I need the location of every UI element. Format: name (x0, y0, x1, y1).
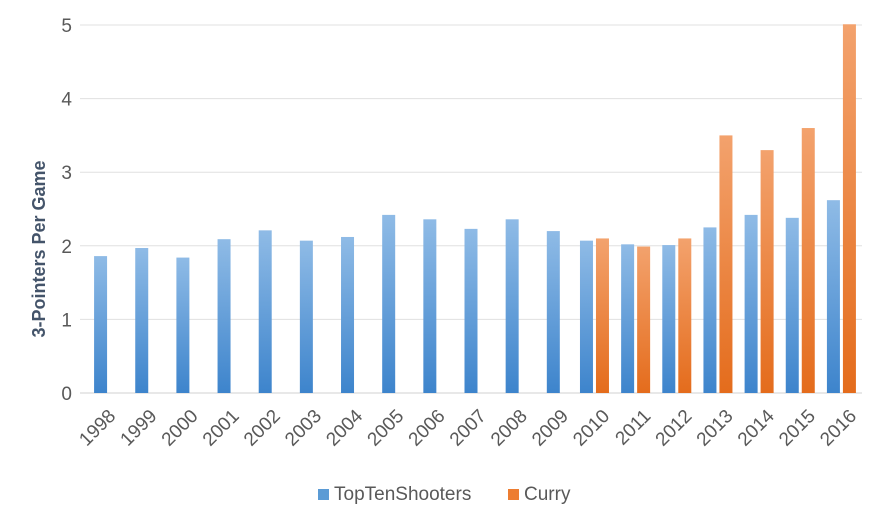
x-tick-label: 1998 (75, 406, 120, 451)
bar-curry-2010 (595, 238, 609, 393)
x-tick-label: 2011 (612, 406, 656, 450)
bar-toptenshooters-1998 (94, 256, 108, 393)
bar-toptenshooters-2000 (176, 257, 190, 393)
x-tick-label: 2003 (281, 406, 326, 451)
x-tick-label: 2008 (487, 406, 532, 451)
x-tick-label: 2009 (528, 406, 573, 451)
bar-toptenshooters-2003 (299, 240, 313, 393)
y-axis-ticks: 0 1 2 3 4 5 (61, 16, 72, 405)
legend-label: TopTenShooters (334, 484, 471, 505)
y-tick-label: 0 (61, 384, 72, 405)
y-tick-label: 3 (61, 163, 72, 184)
bar-toptenshooters-2006 (423, 219, 437, 393)
bar-toptenshooters-2001 (217, 239, 231, 393)
x-tick-label: 2007 (446, 406, 491, 451)
legend-label: Curry (524, 484, 571, 505)
bar-toptenshooters-2005 (382, 214, 396, 393)
bar-toptenshooters-2011 (621, 244, 635, 393)
bar-curry-2015 (801, 128, 815, 394)
y-tick-label: 2 (61, 237, 72, 258)
bar-curry-2011 (637, 246, 651, 393)
x-tick-label: 2015 (775, 406, 820, 451)
bar-toptenshooters-1999 (135, 248, 149, 393)
x-tick-label: 2016 (816, 406, 861, 451)
x-tick-label: 2014 (734, 405, 779, 450)
bar-curry-2013 (719, 135, 733, 393)
legend-swatch-toptenshooters (318, 489, 329, 500)
x-tick-label: 2010 (569, 406, 614, 451)
bar-curry-2016 (842, 24, 856, 393)
bar-toptenshooters-2002 (258, 230, 272, 393)
bar-toptenshooters-2010 (579, 240, 593, 393)
x-tick-label: 2006 (405, 406, 450, 451)
bar-toptenshooters-2015 (785, 217, 799, 393)
x-tick-label: 2013 (693, 406, 738, 451)
bar-toptenshooters-2009 (546, 231, 560, 393)
x-tick-label: 2000 (158, 406, 203, 451)
bar-toptenshooters-2013 (703, 227, 717, 393)
x-tick-label: 2002 (240, 406, 285, 451)
x-tick-label: 1999 (117, 406, 162, 451)
bar-toptenshooters-2004 (341, 236, 355, 393)
x-tick-label: 2004 (322, 405, 367, 450)
x-axis-ticks: 1998199920002001200220032004200520062007… (75, 405, 861, 450)
legend: TopTenShooters Curry (318, 484, 571, 505)
bar-curry-2012 (678, 238, 692, 393)
bars (94, 24, 856, 394)
x-tick-label: 2012 (652, 406, 697, 451)
bar-toptenshooters-2014 (744, 214, 758, 393)
x-tick-label: 2005 (364, 406, 409, 451)
y-axis-label: 3-Pointers Per Game (29, 160, 49, 337)
y-tick-label: 4 (61, 90, 72, 111)
bar-curry-2014 (760, 150, 774, 393)
bar-toptenshooters-2008 (505, 219, 519, 393)
bar-toptenshooters-2007 (464, 228, 478, 393)
bar-toptenshooters-2016 (826, 200, 840, 393)
x-tick-label: 2001 (199, 406, 244, 451)
bar-toptenshooters-2012 (662, 245, 676, 393)
y-tick-label: 1 (61, 310, 72, 331)
y-tick-label: 5 (61, 16, 72, 37)
legend-swatch-curry (508, 489, 519, 500)
